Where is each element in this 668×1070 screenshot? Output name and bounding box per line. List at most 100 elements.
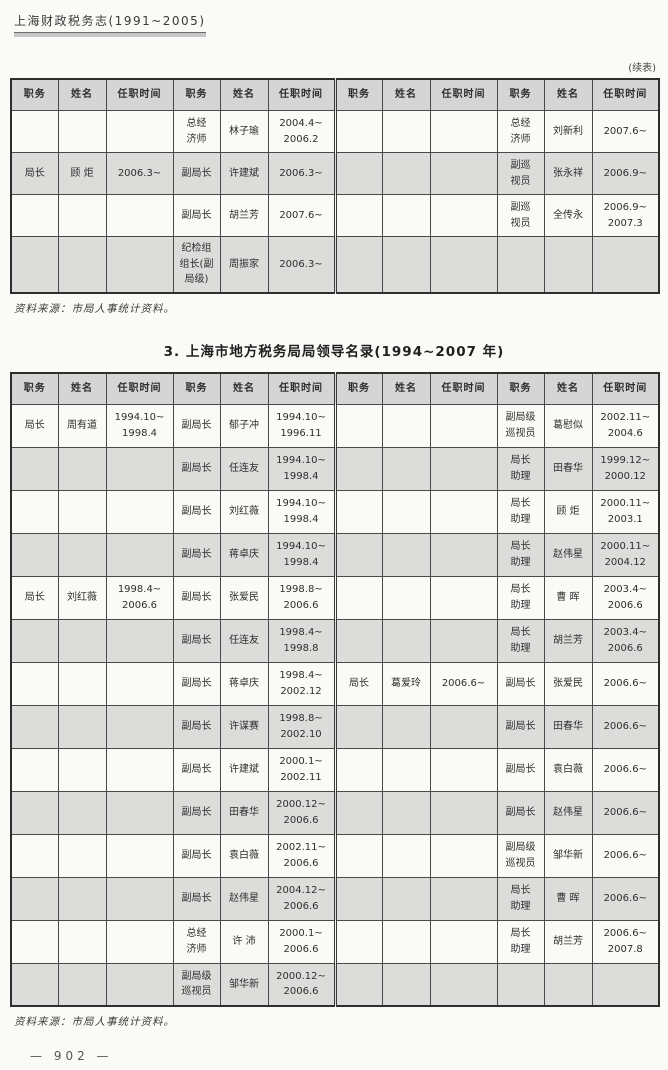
table-cell: 1994.10~ 1998.4: [267, 446, 336, 491]
table-cell: 纪检组 组长(副 局级): [172, 236, 221, 293]
column-header: 姓名: [543, 78, 593, 111]
table-cell: 副局长: [172, 575, 221, 620]
table-row: 纪检组 组长(副 局级) 周振家 2006.3~: [10, 236, 660, 293]
table-cell: 2006.3~: [105, 152, 174, 195]
table-cell: 葛慰似: [543, 403, 593, 448]
table-cell: [57, 704, 107, 749]
table-row: 局长 刘红薇 1998.4~ 2006.6 副局长 张爱民 1998.8~ 2006.6 局…: [10, 575, 660, 620]
table-cell: [10, 532, 59, 577]
table-cell: [381, 110, 431, 153]
table-row: 副局长 赵伟星 2004.12~ 2006.6 局长 助理曹 晖 2006.6~: [10, 876, 660, 921]
table-cell: 蒋卓庆: [219, 532, 269, 577]
page-number: — 902 —: [30, 1049, 113, 1063]
table-cell: [381, 489, 431, 534]
table-cell: 1998.8~ 2006.6: [267, 575, 336, 620]
table-cell: 任连友: [219, 446, 269, 491]
table-cell: [543, 236, 593, 293]
table-cell: 刘红薇: [219, 489, 269, 534]
table-cell: 周有道: [57, 403, 107, 448]
table-cell: [333, 833, 383, 878]
table-cell: 总经 济师: [172, 110, 221, 153]
table-cell: 局长: [10, 403, 59, 448]
table-cell: 许谋赛: [219, 704, 269, 749]
table-cell: [57, 790, 107, 835]
table-cell: [429, 790, 498, 835]
table-cell: 局长 助理: [496, 446, 545, 491]
table-cell: 顾 炬: [57, 152, 107, 195]
leadership-table-continued: 职务 姓名 任职时间 职务 姓名 任职时间 职务 姓名 任职时间 职务 姓名 任职时间 总经 济师 林子瑜…: [10, 78, 660, 294]
column-header: 职务: [172, 372, 221, 405]
table-cell: [591, 236, 660, 293]
table-row: 副局长 任连友 1998.4~ 1998.8 局长 助理 胡兰芳 2003.4~ 2006…: [10, 618, 660, 663]
column-header: 职务: [10, 78, 59, 111]
table-cell: 1994.10~ 1998.4: [267, 532, 336, 577]
table-cell: 蒋卓庆: [219, 661, 269, 706]
table-cell: 副局长: [496, 661, 545, 706]
table-cell: [496, 962, 545, 1007]
column-header: 姓名: [219, 372, 269, 405]
table-cell: [57, 446, 107, 491]
table-cell: [333, 152, 383, 195]
table-cell: [57, 962, 107, 1007]
table-cell: [429, 919, 498, 964]
column-header: 姓名: [543, 372, 593, 405]
table-cell: [57, 532, 107, 577]
table-cell: [57, 236, 107, 293]
table-cell: [105, 194, 174, 237]
table-cell: [333, 110, 383, 153]
table-cell: 2003.4~ 2006.6: [591, 618, 660, 663]
table-cell: [105, 790, 174, 835]
table-cell: 2006.6~ 2007.8: [591, 919, 660, 964]
table-cell: 2004.4~ 2006.2: [267, 110, 336, 153]
table-cell: 2006.9~: [591, 152, 660, 195]
table-cell: 1999.12~ 2000.12: [591, 446, 660, 491]
table-row: 副局长 任连友 1994.10~ 1998.4 局长 助理 田春华 1999.12~ 20…: [10, 446, 660, 491]
table-row: 总经 济师 林子瑜 2004.4~ 2006.2 总经 济师 刘新利 2007.6~: [10, 110, 660, 153]
table-cell: 1998.4~ 2002.12: [267, 661, 336, 706]
table-cell: [333, 236, 383, 293]
table-row: 副局长 胡兰芳 2007.6~ 副巡 视员 全传永 2006.9~ 2007.3: [10, 194, 660, 237]
table-header-row: 职务 姓名 任职时间 职务 姓名 任职时间 职务 姓名 任职时间 职务 姓名 任职时间: [10, 372, 660, 405]
table-row: 总经 济师许 沛 2000.1~ 2006.6 局长 助理 胡兰芳 2006.6~ 20…: [10, 919, 660, 964]
table-cell: 曹 晖: [543, 876, 593, 921]
table-cell: 张爱民: [543, 661, 593, 706]
column-header: 任职时间: [591, 372, 660, 405]
table-cell: [381, 876, 431, 921]
column-header: 任职时间: [267, 372, 336, 405]
table-cell: [496, 236, 545, 293]
source-note: 资料来源：市局人事统计资料。: [14, 1016, 175, 1028]
table-cell: 许 沛: [219, 919, 269, 964]
table-cell: [381, 704, 431, 749]
column-header: 姓名: [381, 372, 431, 405]
table-cell: 1998.8~ 2002.10: [267, 704, 336, 749]
table-cell: [333, 194, 383, 237]
source-note: 资料来源：市局人事统计资料。: [14, 302, 175, 315]
table-cell: [381, 446, 431, 491]
table-cell: 任连友: [219, 618, 269, 663]
table-row: 副局长 田春华 2000.12~ 2006.6 副局长 赵伟星 2006.6~: [10, 790, 660, 835]
table-row: 局长顾 炬 2006.3~ 副局长 许建斌 2006.3~ 副巡 视员 张永祥 2006.9~: [10, 152, 660, 195]
table-cell: [333, 704, 383, 749]
column-header: 职务: [172, 78, 221, 111]
table-cell: 林子瑜: [219, 110, 269, 153]
table-cell: 张永祥: [543, 152, 593, 195]
table-cell: 许建斌: [219, 747, 269, 792]
table-cell: 1998.4~ 1998.8: [267, 618, 336, 663]
table-cell: 2006.6~: [591, 661, 660, 706]
table-cell: 2000.12~ 2006.6: [267, 790, 336, 835]
table-cell: 副局级 巡视员: [172, 962, 221, 1007]
table-cell: [543, 962, 593, 1007]
table-cell: 局长: [333, 661, 383, 706]
column-header: 职务: [496, 372, 545, 405]
table-cell: [333, 747, 383, 792]
column-header: 职务: [10, 372, 59, 405]
column-header: 任职时间: [267, 78, 336, 111]
table-cell: 郁子冲: [219, 403, 269, 448]
table-cell: 胡兰芳: [543, 919, 593, 964]
table-cell: 1994.10~ 1998.4: [267, 489, 336, 534]
table-cell: 局长 助理: [496, 489, 545, 534]
table-cell: 2000.1~ 2006.6: [267, 919, 336, 964]
table-cell: [333, 575, 383, 620]
table-cell: 2004.12~ 2006.6: [267, 876, 336, 921]
table-cell: [333, 532, 383, 577]
